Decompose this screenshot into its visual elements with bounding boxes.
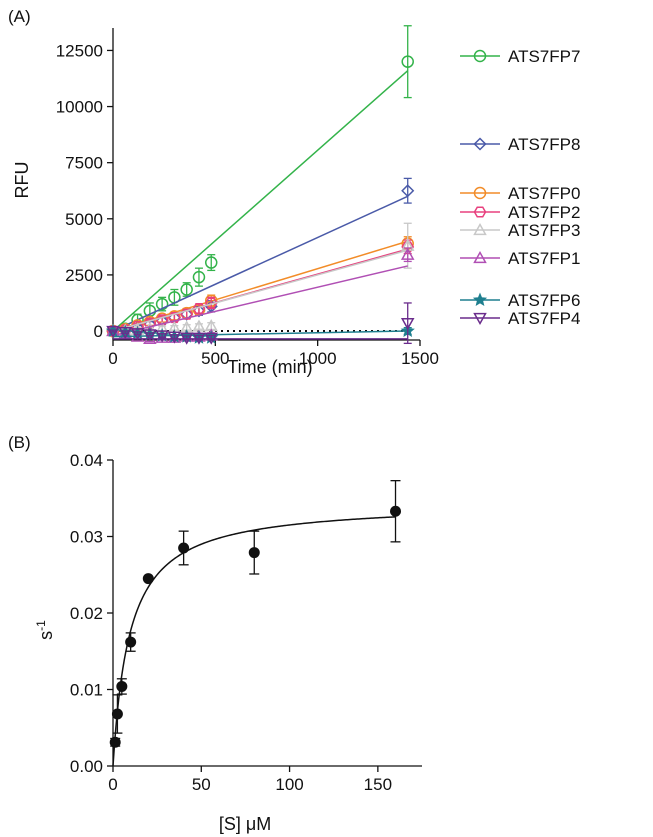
legend-swatch-marker [473, 250, 487, 264]
chart-b-x-axis-label: [S] μM [219, 814, 271, 834]
legend-item-ats7fp8: ATS7FP8 [460, 135, 580, 154]
chart-b-x-tick-label: 0 [108, 775, 117, 794]
chart-b-x-tick-label: 50 [192, 775, 211, 794]
chart-a-y-tick-label: 0 [94, 322, 103, 341]
data-point [178, 542, 190, 554]
chart-b-y-tick-label: 0.04 [70, 451, 103, 470]
panel-label-b: (B) [8, 433, 31, 452]
chart-a-y-tick-label: 7500 [65, 154, 103, 173]
data-point [248, 547, 260, 559]
data-point [155, 330, 169, 343]
chart-b-y-axis-label-sup: -1 [34, 620, 48, 631]
legend-item-ats7fp3: ATS7FP3 [460, 221, 580, 240]
chart-a-y-tick-label: 12500 [56, 41, 103, 60]
legend-swatch-marker [473, 186, 487, 200]
legend-label: ATS7FP2 [508, 203, 580, 222]
data-point [204, 297, 218, 309]
legend-label: ATS7FP0 [508, 184, 580, 203]
chart-b-y-tick-label: 0.00 [70, 757, 103, 776]
chart-a-axes: 0 500 1000 1500 0 2500 5000 7500 10000 12500 [56, 28, 439, 368]
legend-item-ats7fp7: ATS7FP7 [460, 47, 580, 66]
chart-b-fit-curve [112, 516, 396, 767]
data-point [116, 680, 128, 692]
data-point [192, 270, 206, 284]
data-point [106, 325, 120, 339]
legend-item-ats7fp0: ATS7FP0 [460, 184, 580, 203]
chart-a-x-tick-label: 0 [108, 349, 117, 368]
chart-a: 0 500 1000 1500 0 2500 5000 7500 10000 12500 Time… [12, 25, 580, 377]
legend-item-ats7fp6: ATS7FP6 [460, 291, 580, 310]
legend-swatch-marker [473, 312, 487, 326]
chart-a-y-axis-label: RFU [12, 162, 32, 199]
chart-b-y-axis-label-base: s [36, 631, 56, 640]
fit-curve-path [112, 516, 396, 767]
legend-item-ats7fp4: ATS7FP4 [460, 309, 580, 328]
legend-swatch-marker [473, 222, 487, 236]
data-point [167, 331, 182, 344]
legend-label: ATS7FP4 [508, 309, 580, 328]
chart-a-x-tick-label: 1000 [299, 349, 337, 368]
legend-swatch-marker [472, 292, 488, 307]
legend-label: ATS7FP6 [508, 291, 580, 310]
data-point [204, 256, 218, 269]
chart-b-y-tick-label: 0.03 [70, 528, 103, 547]
data-point [143, 329, 157, 342]
data-point [118, 326, 133, 340]
chart-a-x-tick-label: 500 [201, 349, 229, 368]
data-point [401, 241, 415, 253]
chart-b-y-tick-label: 0.01 [70, 681, 103, 700]
series-ats7fp8 [106, 177, 415, 338]
panel-label-a: (A) [8, 7, 31, 26]
chart-b-x-tick-label: 150 [364, 775, 392, 794]
legend-swatch-marker [473, 49, 487, 63]
chart-b-y-tick-label: 0.02 [70, 604, 103, 623]
data-point [400, 318, 415, 331]
chart-b: 0 50 100 150 0.00 0.01 0.02 0.03 0.04 [S] μM s-1 [34, 451, 422, 834]
legend-label: ATS7FP7 [508, 47, 580, 66]
legend-item-ats7fp2: ATS7FP2 [460, 203, 580, 222]
chart-a-x-tick-label: 1500 [401, 349, 439, 368]
data-point [400, 247, 415, 260]
legend-label: ATS7FP3 [508, 221, 580, 240]
data-point [401, 184, 415, 198]
chart-b-x-tick-label: 100 [275, 775, 303, 794]
data-point [180, 283, 193, 296]
data-point [109, 736, 121, 748]
chart-a-series [105, 25, 415, 345]
series-fit-line [112, 265, 408, 337]
data-point [155, 297, 169, 311]
data-point [401, 55, 414, 68]
chart-a-y-tick-label: 10000 [56, 98, 103, 117]
series-fit-line [112, 195, 409, 332]
data-point [179, 332, 194, 345]
legend-label: ATS7FP1 [508, 249, 580, 268]
series-fit-line [112, 70, 409, 332]
chart-a-x-axis-label: Time (min) [227, 357, 312, 377]
data-point [142, 573, 154, 585]
data-point [111, 708, 123, 720]
series-fit-line [112, 249, 408, 332]
data-point [390, 505, 402, 517]
chart-b-points [109, 480, 402, 748]
data-point [204, 332, 219, 345]
data-point [125, 636, 137, 648]
series-ats7fp4 [106, 302, 415, 345]
data-point [130, 328, 145, 341]
chart-a-y-tick-label: 5000 [65, 210, 103, 229]
legend-label: ATS7FP8 [508, 135, 580, 154]
legend-swatch-marker [473, 206, 487, 218]
chart-b-y-axis-label: s-1 [34, 620, 56, 640]
chart-b-axes: 0 50 100 150 0.00 0.01 0.02 0.03 0.04 [70, 451, 422, 794]
data-point [192, 332, 206, 345]
legend-item-ats7fp1: ATS7FP1 [460, 249, 580, 268]
chart-a-y-tick-label: 2500 [65, 266, 103, 285]
legend-swatch-marker [473, 137, 487, 151]
